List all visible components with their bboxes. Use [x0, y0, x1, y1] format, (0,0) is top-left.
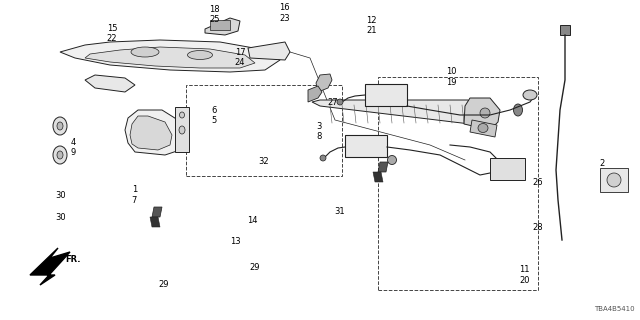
Text: 12
21: 12 21	[366, 16, 376, 35]
Polygon shape	[316, 74, 332, 92]
Polygon shape	[205, 18, 240, 35]
Text: 32: 32	[259, 157, 269, 166]
Text: 28: 28	[532, 223, 543, 232]
Ellipse shape	[131, 47, 159, 57]
Text: 26: 26	[532, 178, 543, 187]
Text: 17
24: 17 24	[235, 48, 245, 67]
Text: 15
22: 15 22	[107, 24, 117, 43]
Polygon shape	[464, 98, 500, 130]
Ellipse shape	[478, 124, 488, 132]
Polygon shape	[152, 207, 162, 217]
Text: FR.: FR.	[65, 255, 81, 265]
Polygon shape	[85, 75, 135, 92]
Ellipse shape	[179, 112, 184, 118]
Text: 11
20: 11 20	[520, 266, 530, 285]
Text: TBA4B5410: TBA4B5410	[595, 306, 635, 312]
Ellipse shape	[53, 146, 67, 164]
Ellipse shape	[188, 51, 212, 60]
Bar	[600, 168, 628, 192]
Polygon shape	[130, 116, 172, 150]
Bar	[186, 85, 342, 176]
Text: 14: 14	[248, 216, 258, 225]
Ellipse shape	[337, 99, 343, 105]
Text: 1
7: 1 7	[132, 186, 137, 205]
Text: 3
8: 3 8	[316, 122, 321, 141]
Polygon shape	[30, 248, 70, 285]
Ellipse shape	[179, 126, 185, 134]
Polygon shape	[248, 42, 290, 60]
Text: 30: 30	[56, 213, 66, 222]
Text: 29: 29	[158, 280, 168, 289]
Ellipse shape	[513, 104, 522, 116]
Bar	[490, 158, 525, 180]
Bar	[175, 107, 189, 152]
Bar	[378, 77, 538, 290]
Bar	[210, 20, 230, 30]
Polygon shape	[470, 120, 497, 137]
Text: 6
5: 6 5	[212, 106, 217, 125]
Text: 13: 13	[230, 237, 241, 246]
Bar	[365, 84, 407, 106]
Text: 29: 29	[250, 263, 260, 272]
Text: 30: 30	[56, 191, 66, 200]
Polygon shape	[125, 110, 182, 155]
Ellipse shape	[320, 155, 326, 161]
Ellipse shape	[607, 173, 621, 187]
Polygon shape	[150, 217, 160, 227]
Bar	[560, 25, 570, 35]
Text: 10
19: 10 19	[446, 67, 456, 86]
Ellipse shape	[57, 122, 63, 130]
Ellipse shape	[57, 151, 63, 159]
Text: 31: 31	[334, 207, 344, 216]
Ellipse shape	[523, 90, 537, 100]
Text: 4
9: 4 9	[71, 138, 76, 157]
Bar	[345, 135, 387, 157]
Text: 16
23: 16 23	[280, 3, 290, 22]
Polygon shape	[308, 86, 322, 102]
Polygon shape	[312, 100, 478, 124]
Text: 27: 27	[328, 98, 338, 107]
Text: 2: 2	[599, 159, 604, 168]
Polygon shape	[85, 47, 255, 68]
Ellipse shape	[53, 117, 67, 135]
Polygon shape	[60, 40, 280, 72]
Text: 18
25: 18 25	[209, 5, 220, 24]
Ellipse shape	[480, 108, 490, 118]
Polygon shape	[378, 162, 388, 172]
Polygon shape	[373, 172, 383, 182]
Ellipse shape	[387, 156, 397, 164]
